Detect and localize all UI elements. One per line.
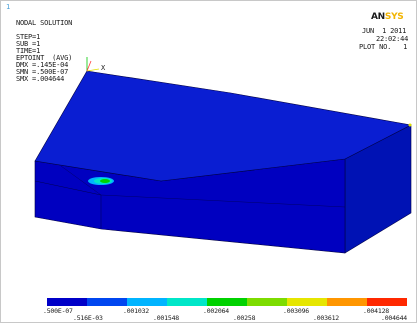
legend-swatch <box>287 298 327 306</box>
info-line: DMX =.145E-04 <box>16 61 69 69</box>
plot-time: 22:02:44 <box>376 35 409 43</box>
legend-label-bottom: .004644 <box>381 314 407 322</box>
triad-axis-label: X <box>101 64 106 72</box>
legend-label-bottom: .001548 <box>153 314 179 322</box>
window-number: 1 <box>6 3 11 11</box>
info-line: EPTOINT (AVG) <box>16 54 73 62</box>
triad-axis-line <box>86 60 92 72</box>
legend-label-bottom: .516E-03 <box>73 314 103 322</box>
legend-label-top: .001032 <box>123 307 149 315</box>
logo-main-text: AN <box>371 12 385 22</box>
strain-hotspot-inner <box>100 179 110 183</box>
contour-legend-bar <box>47 298 407 306</box>
legend-swatch <box>167 298 207 306</box>
ansys-logo: ANSYS <box>371 12 404 22</box>
info-line: NODAL SOLUTION <box>16 19 73 27</box>
legend-label-top: .002064 <box>203 307 229 315</box>
legend-swatch <box>327 298 367 306</box>
legend-swatch <box>247 298 287 306</box>
legend-swatch <box>87 298 127 306</box>
legend-label-top: .003096 <box>283 307 309 315</box>
element-edge <box>60 165 102 196</box>
info-line: SMN =.500E-07 <box>16 68 69 76</box>
plot-date: JUN 1 2011 <box>362 27 407 35</box>
element-edge <box>100 194 346 208</box>
legend-label-bottom: .003612 <box>313 314 339 322</box>
legend-label-bottom: .00258 <box>233 314 256 322</box>
legend-swatch <box>127 298 167 306</box>
element-edge <box>34 180 102 196</box>
triad-axis-line <box>86 68 100 72</box>
info-line: SUB =1 <box>16 40 41 48</box>
info-line: SMX =.004644 <box>16 75 65 83</box>
legend-swatch <box>207 298 247 306</box>
model-view[interactable]: X <box>1 1 417 291</box>
node-marker <box>408 123 412 127</box>
slab-top-face <box>34 70 412 182</box>
plot-number: PLOT NO. 1 <box>359 43 408 51</box>
logo-accent-text: SYS <box>384 12 404 22</box>
info-line: TIME=1 <box>16 47 41 55</box>
legend-swatch <box>367 298 407 306</box>
info-line: STEP=1 <box>16 33 41 41</box>
legend-label-top: .500E-07 <box>43 307 73 315</box>
legend-swatch <box>47 298 87 306</box>
legend-label-top: .004128 <box>363 307 389 315</box>
